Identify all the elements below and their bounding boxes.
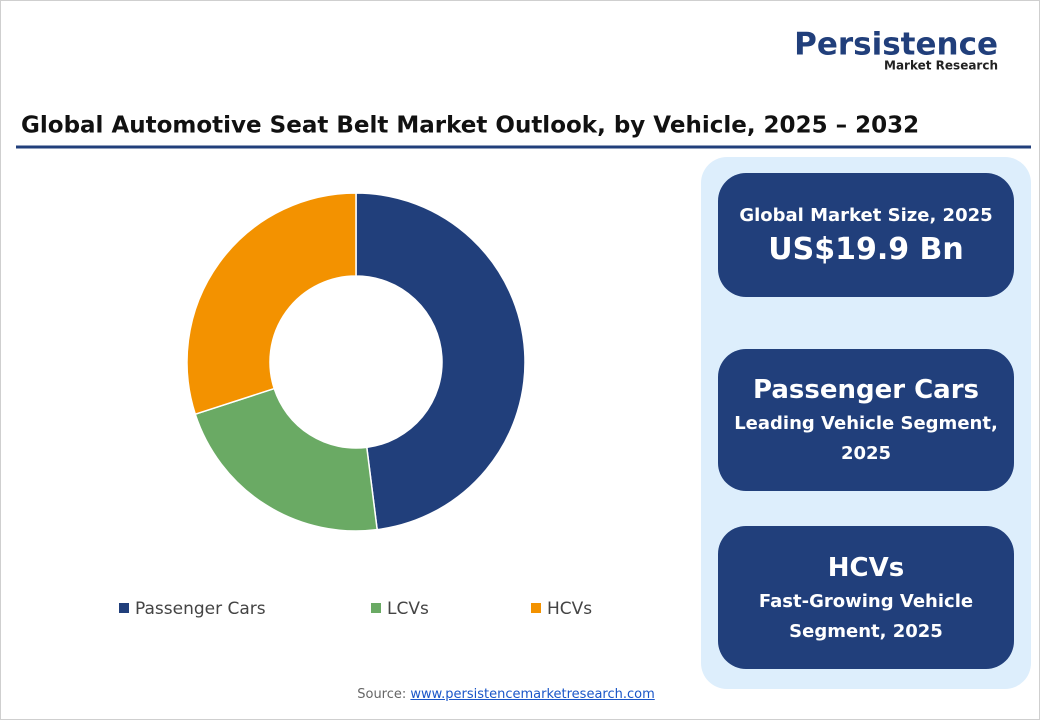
card-text: 2025 [840, 443, 892, 464]
card-value: US$19.9 Bn [768, 232, 964, 267]
source: Source: www.persistencemarketresearch.co… [1, 687, 1011, 702]
card: Passenger Cars Leading Vehicle Segment, … [718, 349, 1014, 491]
legend-swatch [119, 603, 129, 613]
source-label: Source: [357, 687, 407, 702]
legend-label: LCVs [387, 599, 429, 619]
card-text: Leading Vehicle Segment, [734, 413, 998, 434]
donut-segment [186, 192, 357, 416]
legend-swatch [531, 603, 541, 613]
chart-title: Global Automotive Seat Belt Market Outlo… [21, 113, 919, 139]
card: HCVs Fast-Growing Vehicle Segment, 2025 [718, 526, 1014, 669]
card-heading: Global Market Size, 2025 [739, 205, 993, 226]
donut-segment [194, 387, 379, 532]
card-text: Segment, 2025 [789, 620, 943, 642]
card: Global Market Size, 2025 US$19.9 Bn [718, 173, 1014, 297]
donut-segment [355, 192, 526, 531]
card-value: HCVs [827, 552, 905, 583]
legend-label: Passenger Cars [135, 599, 266, 619]
card-value: Passenger Cars [752, 375, 980, 405]
card-text: Fast-Growing Vehicle [758, 590, 974, 612]
logo-tagline: Market Research [884, 59, 998, 73]
legend-label: HCVs [547, 599, 592, 619]
source-link[interactable]: www.persistencemarketresearch.com [410, 687, 655, 702]
logo-name: Persistence [794, 27, 998, 63]
legend-swatch [371, 603, 381, 613]
